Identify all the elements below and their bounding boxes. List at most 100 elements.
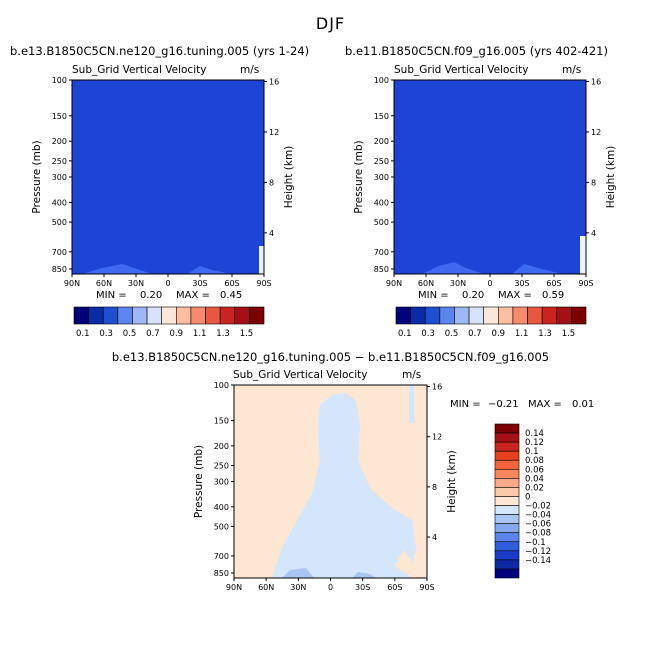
- panel-3-x-tick-label: 30N: [290, 583, 306, 592]
- panel-2-colorbar-box: [395, 306, 411, 325]
- panel-2-colorbar-box: [498, 306, 514, 325]
- panel-3-max-value: 0.01: [572, 399, 595, 410]
- panel-3-y-tick-label: 100: [214, 381, 229, 390]
- panel-1-y-tick-label: 700: [52, 248, 67, 257]
- panel-2-field-fill: [394, 80, 586, 274]
- panel-2-x-tick-label: 90S: [578, 279, 593, 288]
- panel-1-colorbar-box: [73, 306, 89, 325]
- panel-3-y-tick-label: 150: [214, 417, 229, 426]
- panel-3-y-right-tick-label: 12: [432, 433, 442, 442]
- panel-1-max-value: 0.45: [220, 290, 243, 301]
- panel-1-colorbar-box: [117, 306, 133, 325]
- panel-2-max-label: MAX =: [498, 290, 532, 301]
- panel-3-plot-frame: [233, 384, 428, 579]
- panel-1-y-tick-label: 500: [52, 218, 67, 227]
- panel-3-y-right-tick-label: 8: [432, 483, 437, 492]
- panel-3-colorbar-box: [494, 532, 520, 543]
- panel-3-colorbar-label: −0.08: [525, 529, 551, 539]
- panel-1-min-label: MIN =: [96, 290, 127, 301]
- panel-3-y-right-tick-label: 16: [432, 382, 442, 391]
- panel-2-x-tick-label: 90N: [386, 279, 402, 288]
- panel-3-colorbar-box: [494, 523, 520, 534]
- panel-1-colorbar-label: 1.1: [193, 329, 207, 339]
- panel-2-colorbar-box: [541, 306, 558, 325]
- panel-3-colorbar-box: [494, 559, 520, 570]
- panel-3-x-tick-label: 90S: [419, 583, 434, 592]
- panel-2-colorbar-label: 1.5: [562, 329, 576, 339]
- panel-1-colorbar-label: 0.3: [99, 329, 113, 339]
- panel-2-y-tick-label: 300: [374, 173, 389, 182]
- panel-1-colorbar-label: 0.5: [123, 329, 137, 339]
- panel-1-y-right-tick-label: 4: [269, 229, 274, 238]
- panel-1-y-right-tick-label: 8: [269, 178, 274, 187]
- panel-1-field-fill: [72, 80, 264, 274]
- panel-1-colorbar-box: [190, 306, 206, 325]
- panel-2-colorbar-label: 0.1: [398, 329, 412, 339]
- panel-3-subtitle: Sub_Grid Vertical Velocity: [233, 369, 368, 381]
- panel-3-x-tick-label: 60N: [258, 583, 274, 592]
- panel-1-colorbar-box: [102, 306, 119, 325]
- panel-2-colorbar-box: [454, 306, 470, 325]
- panel-1-y-right-tick-label: 12: [269, 128, 279, 137]
- panel-3-colorbar-label: 0.14: [525, 429, 544, 439]
- panel-2-colorbar-label: 1.3: [538, 329, 552, 339]
- panel-3-colorbar-box: [494, 541, 520, 552]
- panel-3-field-negative-dome: [272, 393, 416, 578]
- panel-1-y-axis-label: Pressure (mb): [31, 140, 43, 213]
- panel-3-colorbar-box: [494, 441, 520, 452]
- panel-3-max-label: MAX =: [528, 399, 562, 410]
- panel-2-x-tick-label: 60N: [418, 279, 434, 288]
- panel-2-y-tick-label: 850: [374, 265, 389, 274]
- panel-3-colorbar-label: −0.1: [525, 538, 546, 548]
- figure-title: DJF: [315, 14, 346, 33]
- panel-3-x-tick-label: 90N: [226, 583, 242, 592]
- panel-1-x-tick-label: 90N: [64, 279, 80, 288]
- panel-2-y-tick-label: 100: [374, 76, 389, 85]
- panel-2-title: b.e11.B1850C5CN.f09_g16.005 (yrs 402-421…: [345, 44, 608, 58]
- panel-1-y-tick-label: 400: [52, 198, 67, 207]
- panel-3-colorbar-label: −0.04: [525, 511, 551, 521]
- panel-3-colorbar-box: [494, 496, 520, 506]
- panel-1-x-tick-label: 30S: [192, 279, 207, 288]
- panel-3-field-positive-pocket-1: [244, 546, 270, 572]
- panel-3-y-right-tick-label: 4: [432, 533, 437, 542]
- panel-2-colorbar-box: [483, 306, 499, 325]
- panel-3-colorbar-label: −0.06: [525, 520, 551, 530]
- panel-1-x-tick-label: 0: [165, 279, 170, 288]
- panel-3-colorbar-label: 0.1: [525, 447, 539, 457]
- panel-3-y-right-axis-label: Height (km): [446, 450, 458, 513]
- panel-2-x-tick-label: 0: [487, 279, 492, 288]
- panel-2-colorbar-label: 0.9: [492, 329, 506, 339]
- panel-1-colorbar-box: [176, 306, 192, 325]
- panel-2-colorbar-box: [512, 306, 528, 325]
- panel-1-colorbar-label: 1.3: [216, 329, 230, 339]
- panel-2-colorbar-label: 0.5: [445, 329, 459, 339]
- panel-1-colorbar-box: [132, 306, 148, 325]
- panel-2-colorbar-box: [424, 306, 441, 325]
- panel-1-x-tick-label: 60N: [96, 279, 112, 288]
- panel-2-colorbar-box: [527, 306, 543, 325]
- panel-3-colorbar-label: 0.06: [525, 465, 544, 475]
- panel-2-subtitle: Sub_Grid Vertical Velocity: [394, 64, 529, 76]
- panel-3-colorbar-label: 0.12: [525, 438, 544, 448]
- panel-3-colorbar-box: [494, 459, 520, 470]
- panel-1-colorbar-box: [88, 306, 104, 325]
- panel-3-colorbar-box: [494, 550, 520, 561]
- panel-1-x-tick-label: 30N: [128, 279, 144, 288]
- panel-1-plot-frame: [71, 79, 265, 275]
- panel-3-y-tick-label: 200: [214, 442, 229, 451]
- panel-2-y-tick-label: 250: [374, 157, 389, 166]
- panel-2-y-tick-label: 500: [374, 218, 389, 227]
- panel-2-y-tick-label: 400: [374, 198, 389, 207]
- panel-3-colorbar-label: 0: [525, 492, 530, 502]
- panel-1-x-tick-label: 90S: [256, 279, 271, 288]
- panel-1-colorbar-box: [219, 306, 236, 325]
- panel-1-colorbar-box: [234, 306, 250, 325]
- panel-2-colorbar-label: 0.7: [468, 329, 482, 339]
- panel-3-colorbar-box: [494, 568, 520, 579]
- panel-1-units: m/s: [240, 64, 260, 76]
- panel-2-y-axis-label: Pressure (mb): [353, 140, 365, 213]
- panel-2-x-tick-label: 30S: [514, 279, 529, 288]
- panel-3-x-tick-label: 0: [328, 583, 333, 592]
